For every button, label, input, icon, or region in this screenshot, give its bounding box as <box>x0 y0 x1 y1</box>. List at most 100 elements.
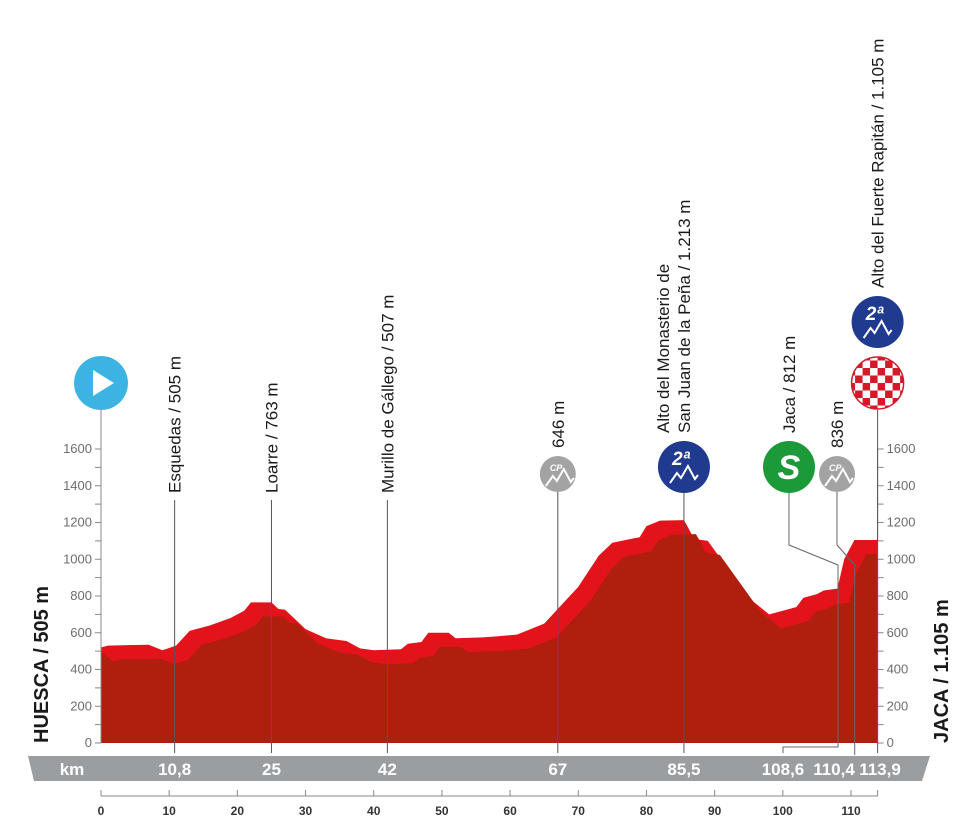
y-tick-label: 1400 <box>887 478 916 493</box>
flag-square <box>877 383 886 391</box>
flag-square <box>892 357 901 361</box>
profile-point: 836 m 110,4 <box>813 401 855 779</box>
profile-point: Jaca / 812 m 108,6 <box>762 336 839 779</box>
flag-square <box>900 375 904 383</box>
sprint-circle <box>763 441 815 493</box>
start-label: HUESCA / 505 m <box>31 586 53 743</box>
y-tick-label: 400 <box>70 662 92 677</box>
km-label: 110,4 <box>813 760 855 779</box>
kom2-icon: 2ª <box>851 296 904 348</box>
x-tick-label: 80 <box>640 804 654 818</box>
y-tick-label: 1000 <box>63 551 92 566</box>
play-icon <box>93 370 114 396</box>
profile-point: Alto del Fuerte Rapitán / 1.105 m 113,9 <box>859 39 901 779</box>
y-tick-label: 200 <box>70 698 92 713</box>
flag-square <box>870 405 878 409</box>
finish-label: JACA / 1.105 m <box>931 599 953 743</box>
flag-square <box>892 383 901 391</box>
flag-square <box>855 405 863 409</box>
flag-square <box>885 375 893 383</box>
leader-line <box>836 492 856 755</box>
x-tick-label: 50 <box>435 804 449 818</box>
profile-point: 646 m 67 <box>548 401 567 779</box>
x-tick-label: 0 <box>98 804 105 818</box>
flag-square <box>862 398 871 406</box>
km-band <box>28 756 930 781</box>
flag-square <box>892 368 901 376</box>
point-label: Alto del Fuerte Rapitán / 1.105 m <box>869 39 888 288</box>
flag-square <box>877 398 886 406</box>
y-tick-label: 1000 <box>887 551 916 566</box>
x-tick-label: 60 <box>503 804 517 818</box>
kom2-icon: 2ª <box>657 441 710 493</box>
sprint-icon: S <box>763 441 815 493</box>
x-tick-label: 20 <box>231 804 245 818</box>
km-label: 85,5 <box>667 760 700 779</box>
point-label: 646 m <box>549 401 568 448</box>
x-tick-label: 10 <box>163 804 177 818</box>
y-tick-label: 1200 <box>63 515 92 530</box>
cp-text: CP <box>829 463 842 473</box>
flag-square <box>877 357 886 361</box>
point-label: Loarre / 763 m <box>262 382 281 493</box>
sprint-text: S <box>778 449 801 487</box>
kom-category-text: 2ª <box>865 304 885 325</box>
y-tick-label: 1600 <box>63 441 92 456</box>
cp-circle <box>819 456 855 492</box>
flag-square <box>862 383 871 391</box>
finish-ring <box>850 356 905 410</box>
y-tick-label: 1200 <box>887 515 916 530</box>
cp-icon: CP <box>539 456 576 492</box>
x-tick-label: 90 <box>708 804 722 818</box>
km-label: 42 <box>378 760 397 779</box>
kom-category-text: 2ª <box>671 449 691 470</box>
point-label: 836 m <box>828 401 847 448</box>
profile-point: Alto del Monasterio de San Juan de la Peñ… <box>654 200 701 779</box>
cp-icon: CP <box>819 456 855 492</box>
flag-square <box>870 360 878 368</box>
flag-square <box>870 375 878 383</box>
flag-square <box>885 360 893 368</box>
flag-square <box>855 390 863 398</box>
km-label: 10,8 <box>158 760 191 779</box>
point-label: Murillo de Gállego / 507 m <box>378 295 397 493</box>
point-label: San Juan de la Peña / 1.213 m <box>675 200 694 433</box>
finish-flag-icon <box>850 356 905 410</box>
flag-square <box>855 375 863 383</box>
y-tick-label: 1600 <box>887 441 916 456</box>
y-tick-label: 600 <box>887 625 909 640</box>
y-tick-label: 1400 <box>63 478 92 493</box>
flag-square <box>885 390 893 398</box>
mountain-glyph <box>544 466 575 487</box>
y-tick-label: 800 <box>70 588 92 603</box>
x-tick-label: 30 <box>299 804 313 818</box>
point-label: Esquedas / 505 m <box>166 356 185 493</box>
y-tick-label: 0 <box>887 735 894 750</box>
x-tick-label: 40 <box>367 804 381 818</box>
flag-square <box>862 368 871 376</box>
cp-circle <box>539 456 576 492</box>
flag-square <box>851 383 856 391</box>
x-tick-label: 110 <box>841 804 861 818</box>
flag-square <box>870 390 878 398</box>
y-tick-label: 600 <box>70 625 92 640</box>
start-icon <box>74 356 128 410</box>
x-tick-label: 70 <box>572 804 586 818</box>
profile-point: Esquedas / 505 m 10,8 <box>158 356 191 779</box>
km-label: 25 <box>262 760 281 779</box>
y-tick-label: 0 <box>85 735 92 750</box>
profile-point: Loarre / 763 m 25 <box>262 382 281 779</box>
mountain-glyph <box>862 318 893 339</box>
point-label: Alto del Monasterio de <box>654 264 673 433</box>
cp-text: CP <box>550 463 563 473</box>
y-tick-label: 800 <box>887 588 909 603</box>
x-tick-label: 100 <box>773 804 793 818</box>
km-label: 113,9 <box>859 760 901 779</box>
leader-line <box>782 493 839 753</box>
flag-square <box>900 405 904 409</box>
mountain-glyph <box>824 466 854 487</box>
y-tick-label: 200 <box>887 698 909 713</box>
flag-square <box>877 368 886 376</box>
profile-area <box>101 534 878 743</box>
